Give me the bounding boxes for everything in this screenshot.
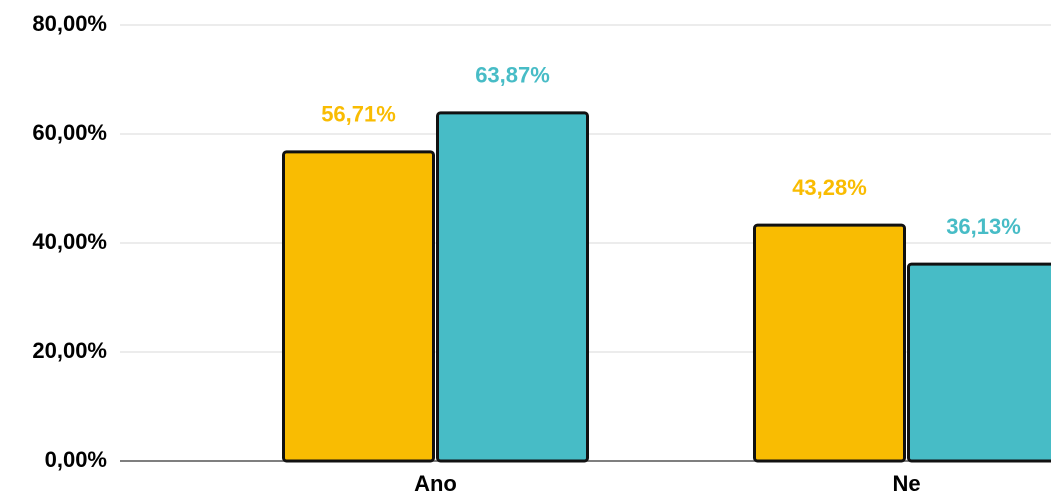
value-label: 36,13% bbox=[946, 214, 1021, 239]
bar bbox=[282, 150, 435, 463]
x-tick-label: Ne bbox=[892, 471, 920, 495]
y-tick-label: 80,00% bbox=[32, 11, 107, 36]
value-label: 63,87% bbox=[475, 63, 550, 88]
bar bbox=[436, 111, 589, 463]
y-tick-label: 40,00% bbox=[32, 229, 107, 254]
value-label: 56,71% bbox=[321, 102, 396, 127]
x-tick-label: Ano bbox=[414, 471, 457, 495]
value-label: 43,28% bbox=[792, 175, 867, 200]
y-tick-label: 0,00% bbox=[45, 447, 107, 472]
bar bbox=[907, 262, 1051, 463]
y-tick-label: 20,00% bbox=[32, 338, 107, 363]
bar bbox=[753, 223, 906, 463]
y-tick-label: 60,00% bbox=[32, 120, 107, 145]
